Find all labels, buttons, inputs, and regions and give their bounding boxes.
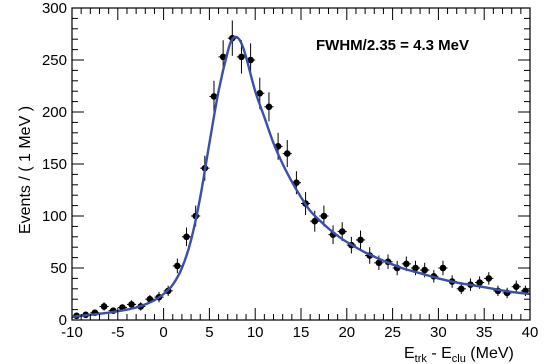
data-marker (485, 275, 493, 282)
data-marker (247, 56, 254, 64)
data-point (126, 300, 137, 309)
data-marker (458, 285, 465, 293)
data-marker (256, 89, 264, 97)
y-tick-label: 250 (42, 52, 67, 69)
data-point (456, 283, 466, 294)
axes: -10 -5 0 5 10 15 20 25 30 35 40 0 50 100 150 200 250 300 (42, 0, 538, 341)
y-tick-label: 100 (42, 208, 67, 225)
data-marker (283, 150, 291, 157)
x-tick-label: 35 (476, 324, 493, 341)
data-marker (403, 260, 410, 268)
data-marker (183, 233, 190, 241)
data-point (99, 302, 109, 311)
x-tick-label: 25 (384, 324, 401, 341)
x-tick-label: 15 (293, 324, 310, 341)
plot-area (71, 20, 531, 320)
y-tick-label: 150 (42, 156, 67, 173)
fwhm-annotation: FWHM/2.35 = 4.3 MeV (316, 37, 469, 54)
data-point (181, 227, 192, 247)
x-tick-label: 20 (338, 324, 355, 341)
data-marker (357, 236, 364, 244)
data-marker (311, 217, 319, 225)
y-tick-label: 50 (50, 260, 67, 277)
data-marker (174, 262, 181, 270)
data-marker (320, 212, 328, 220)
data-point (264, 92, 274, 122)
x-tick-label: 40 (522, 324, 539, 341)
data-point (172, 258, 182, 274)
data-marker (100, 303, 108, 310)
labels: Events / ( 1 MeV ) Etrk - Eclu (MeV) FWH… (17, 37, 514, 364)
data-marker (512, 283, 520, 291)
data-marker (265, 103, 273, 111)
x-tick-label: 30 (430, 324, 447, 341)
data-marker (439, 264, 447, 272)
y-tick-label: 0 (59, 312, 67, 329)
data-point (484, 272, 494, 285)
data-marker (128, 301, 135, 308)
data-marker (375, 259, 383, 267)
y-axis-label: Events / ( 1 MeV ) (17, 106, 34, 234)
data-marker (293, 179, 300, 187)
plot-frame (71, 7, 531, 321)
data-point (209, 80, 219, 112)
fit-curve (71, 35, 531, 319)
y-tick-label: 200 (42, 104, 67, 121)
data-marker (210, 93, 218, 100)
data-point (502, 287, 512, 299)
x-tick-label: 10 (247, 324, 264, 341)
x-tick-label: 5 (205, 324, 213, 341)
data-point (355, 230, 366, 250)
data-marker (238, 53, 245, 61)
data-point (282, 140, 292, 168)
data-marker (338, 228, 346, 235)
x-tick-label: -5 (111, 324, 124, 341)
x-tick-label: 0 (159, 324, 167, 341)
data-point (438, 260, 448, 276)
x-tick-label: -10 (61, 324, 83, 341)
y-tick-label: 300 (42, 0, 67, 17)
data-marker (476, 279, 483, 286)
data-marker (412, 264, 419, 272)
data-point (511, 280, 521, 293)
x-axis-label: Etrk - Eclu (MeV) (404, 345, 514, 364)
data-marker (421, 266, 428, 274)
